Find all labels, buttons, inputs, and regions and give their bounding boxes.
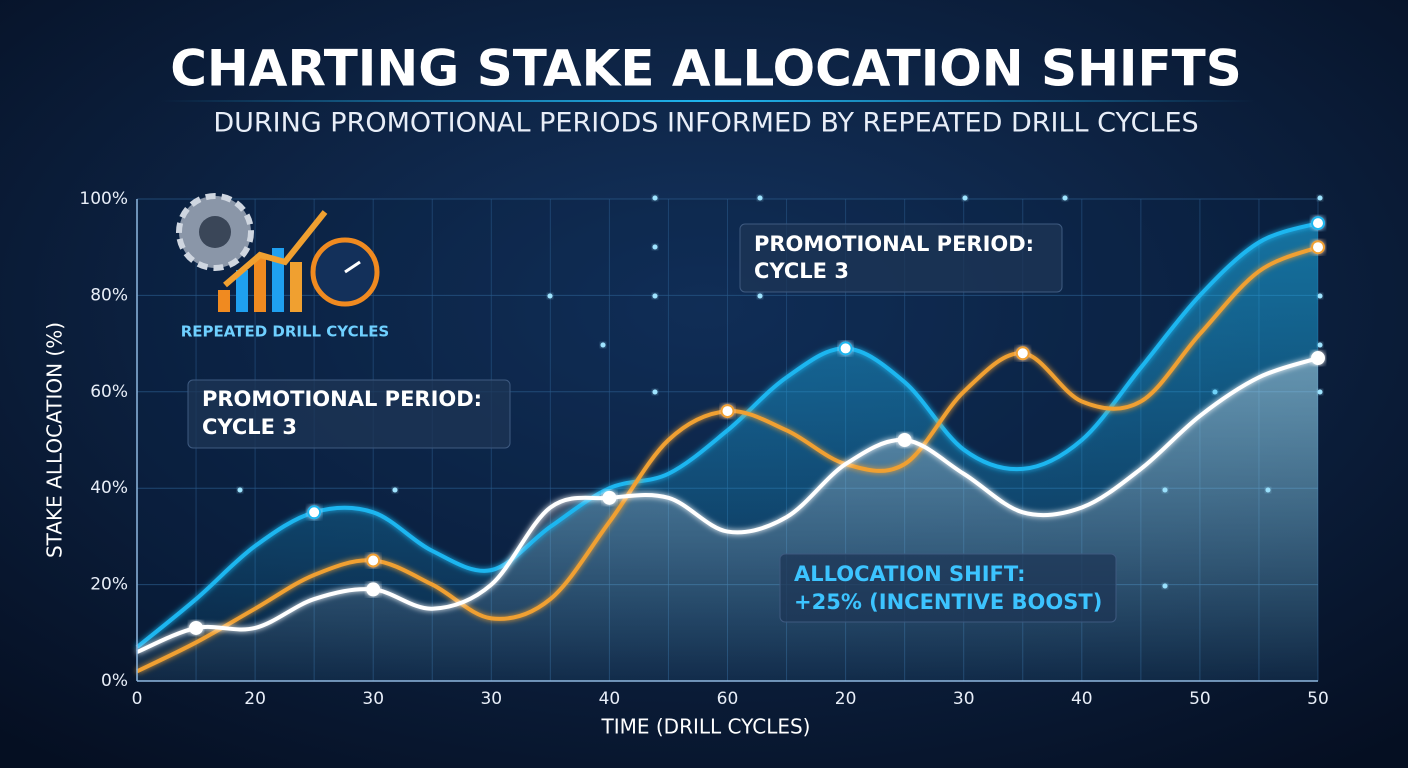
annotation-text: CYCLE 3 [202,415,297,439]
annotation-text: PROMOTIONAL PERIOD: [202,387,482,411]
sparkle [237,487,243,493]
x-axis-label: TIME (DRILL CYCLES) [601,715,811,739]
annotation: ALLOCATION SHIFT: +25% (INCENTIVE BOOST) [779,553,1117,623]
y-tick-label: 40% [90,478,128,498]
sparkle [757,195,763,201]
sparkle [652,389,658,395]
annotation-text: ALLOCATION SHIFT: [794,562,1025,586]
sparkle [392,487,398,493]
chart-title: CHARTING STAKE ALLOCATION SHIFTS [170,40,1242,98]
y-tick-label: 60% [90,382,128,402]
x-tick-label: 30 [953,689,975,709]
sparkle [1317,389,1323,395]
logo-bar [236,270,248,312]
point [1311,351,1325,366]
point [897,433,912,447]
point [366,582,381,597]
logo-bar [218,290,230,312]
y-axis-label: STAKE ALLOCATION (%) [43,322,67,558]
annotation-box [779,553,1117,623]
y-tick-label: 20% [90,575,128,595]
point [1311,240,1325,255]
logo-text: REPEATED DRILL CYCLES [181,323,390,341]
sparkle [600,342,606,348]
point [602,490,617,505]
point [307,505,322,520]
sparkle [757,293,763,299]
plot-area: 0% 20% 40% 60% 80% 100% 0 20 30 30 40 60 20 30 40 50 50 [79,189,1328,709]
sparkle [1062,195,1068,201]
annotation: PROMOTIONAL PERIOD: CYCLE 3 [739,223,1063,293]
annotation-text: +25% (INCENTIVE BOOST) [794,590,1102,614]
x-tick-label: 20 [244,689,266,709]
sparkle [652,195,658,201]
y-tick-label: 100% [79,189,128,209]
point [720,404,735,419]
annotation-box [187,379,511,449]
x-tick-label: 40 [1071,689,1093,709]
annotation-text: PROMOTIONAL PERIOD: [754,232,1034,256]
logo-gear-hub [199,216,231,248]
logo-stopwatch-hand [344,260,361,274]
x-tick-label: 60 [717,689,739,709]
x-tick-label: 50 [1307,689,1329,709]
point [366,553,381,568]
logo-bar [254,258,266,312]
logo: REPEATED DRILL CYCLES [176,193,390,341]
sparkle [652,244,658,250]
sparkle [962,195,968,201]
logo-bar [272,248,284,312]
point [1015,346,1030,361]
sparkle [1317,195,1323,201]
point [189,620,204,635]
point [1311,216,1325,231]
chart-subtitle: DURING PROMOTIONAL PERIODS INFORMED BY R… [213,108,1198,139]
x-tick-label: 30 [480,689,502,709]
logo-bar [290,262,302,312]
annotation-box [739,223,1063,293]
x-tick-label: 30 [362,689,384,709]
x-tick-label: 40 [599,689,621,709]
y-tick-label: 80% [90,285,128,305]
line [136,356,1319,654]
annotation-text: CYCLE 3 [754,259,849,283]
sparkle [1317,342,1323,348]
point [838,341,853,356]
logo-arrow [223,210,328,288]
sparkle [547,293,553,299]
sparkle [652,293,658,299]
x-tick-label: 20 [835,689,857,709]
annotation: PROMOTIONAL PERIOD: CYCLE 3 [187,379,511,449]
x-tick-label: 50 [1189,689,1211,709]
title-rule [160,100,1255,102]
x-tick-label: 0 [132,689,143,709]
sparkle [1317,293,1323,299]
line [135,221,1319,649]
y-tick-label: 0% [101,671,128,691]
